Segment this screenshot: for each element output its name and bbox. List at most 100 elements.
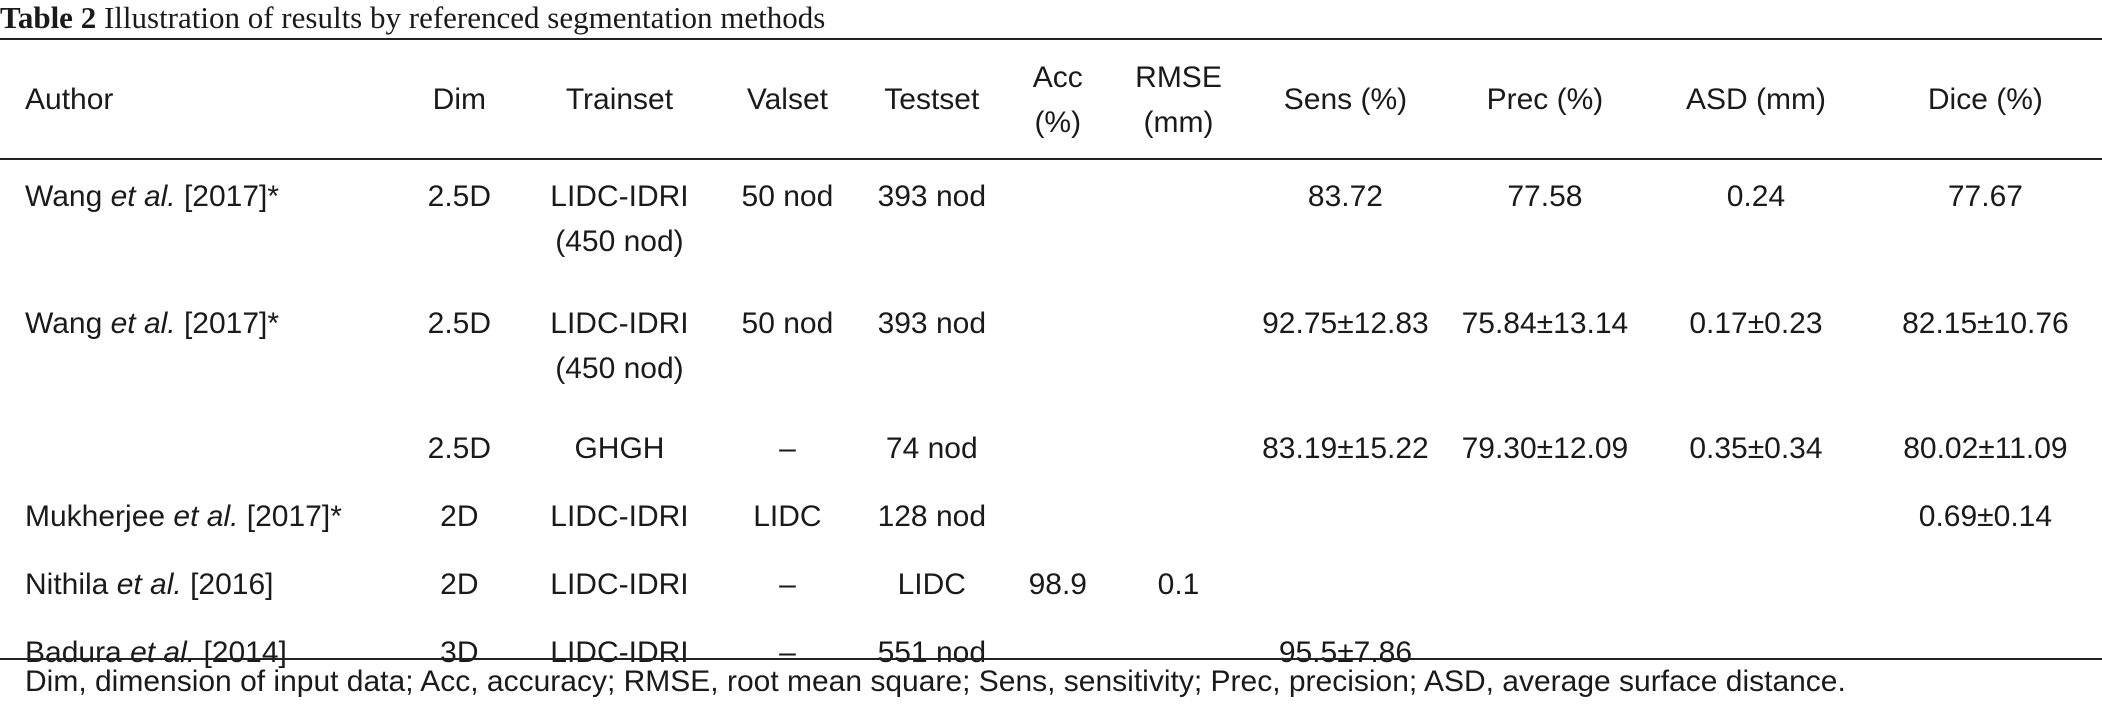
cell-dice: [1869, 552, 2102, 620]
table-caption-text: Illustration of results by referenced se…: [96, 0, 826, 35]
cell-dim: 2D: [440, 500, 479, 533]
header-author: Author: [25, 83, 114, 116]
author-etal: et al.: [110, 180, 176, 213]
cell-testset: 128 nod: [877, 500, 987, 533]
cell-testset: 551 nod: [877, 636, 987, 669]
cell-dim: 2D: [440, 568, 479, 601]
cell-dice: 82.15±10.76: [1902, 307, 2069, 340]
cell-acc: 98.9: [1028, 568, 1087, 601]
header-dim: Dim: [432, 83, 486, 116]
cell-valset: LIDC: [753, 500, 822, 533]
cell-prec: 77.58: [1507, 180, 1583, 213]
cell-prec: [1447, 484, 1643, 552]
cell-dim: 2.5D: [427, 432, 492, 465]
cell-testset: 393 nod: [877, 180, 987, 213]
cell-rmse: 0.1: [1157, 568, 1200, 601]
cell-dice: 0.69±0.14: [1918, 500, 2053, 533]
trainset-line1: LIDC-IDRI: [550, 180, 689, 213]
header-rmse: RMSE (mm): [1113, 41, 1244, 159]
cell-rmse: [1113, 159, 1244, 289]
header-asd: ASD (mm): [1685, 83, 1826, 116]
header-sens: Sens (%): [1283, 83, 1408, 116]
cell-testset: 393 nod: [877, 307, 987, 340]
cell-asd: 0.35±0.34: [1689, 432, 1823, 465]
cell-sens: [1244, 484, 1447, 552]
trainset-line1: LIDC-IDRI: [550, 307, 689, 340]
header-rmse-line2: (mm): [1143, 105, 1214, 139]
cell-sens: 83.72: [1307, 180, 1383, 213]
cell-valset: –: [779, 432, 796, 465]
author-year: [2016]: [181, 568, 274, 601]
header-row: Author Dim Trainset Valset Testset Acc (%…: [0, 41, 2102, 159]
cell-author: Wang et al. [2017]*: [0, 159, 394, 289]
cell-trainset: LIDC-IDRI: [550, 500, 689, 533]
cell-acc: [1003, 416, 1113, 484]
author-year: [2017]*: [175, 180, 280, 213]
cell-prec: 75.84±13.14: [1461, 307, 1629, 340]
cell-acc: [1003, 484, 1113, 552]
header-rmse-line1: RMSE: [1135, 60, 1222, 94]
cell-dice: [1869, 620, 2102, 688]
table-caption-label: Table 2: [0, 0, 97, 35]
cell-valset: 50 nod: [741, 307, 834, 340]
top-rule: [0, 38, 2102, 40]
table-row: Wang et al. [2017]* 2.5D LIDC-IDRI (450 n…: [0, 159, 2102, 289]
results-table: Author Dim Trainset Valset Testset Acc (%…: [0, 41, 2102, 688]
author-etal: et al.: [173, 500, 239, 533]
cell-dim: 2.5D: [427, 307, 492, 340]
header-valset: Valset: [746, 83, 828, 116]
cell-author: Wang et al. [2017]*: [0, 289, 394, 416]
cell-rmse: [1113, 289, 1244, 416]
cell-trainset: LIDC-IDRI (450 nod): [525, 159, 714, 289]
cell-testset: LIDC: [897, 568, 966, 601]
author-etal: et al.: [116, 568, 182, 601]
cell-sens: 83.19±15.22: [1262, 432, 1429, 465]
header-acc-line2: (%): [1034, 105, 1082, 139]
cell-rmse: [1113, 484, 1244, 552]
author-name: Wang: [25, 180, 111, 213]
header-acc-line1: Acc: [1032, 60, 1083, 94]
cell-prec: 79.30±12.09: [1461, 432, 1629, 465]
author-etal: et al.: [110, 307, 176, 340]
trainset-line2: (450 nod): [555, 225, 684, 258]
cell-author: Nithila et al. [2016]: [0, 552, 394, 620]
cell-trainset: LIDC-IDRI (450 nod): [525, 289, 714, 416]
cell-dice: 77.67: [1947, 180, 2023, 213]
table-row: Badura et al. [2014] 3D LIDC-IDRI – 551 …: [0, 620, 2102, 688]
cell-sens: [1244, 552, 1447, 620]
table-row: Wang et al. [2017]* 2.5D LIDC-IDRI (450 n…: [0, 289, 2102, 416]
header-dice: Dice (%): [1927, 83, 2043, 116]
author-etal: et al.: [130, 636, 196, 669]
bottom-rule: [0, 658, 2102, 660]
cell-testset: 74 nod: [885, 432, 978, 465]
cell-acc: [1003, 289, 1113, 416]
header-prec: Prec (%): [1486, 83, 1604, 116]
cell-asd: 0.24: [1726, 180, 1786, 213]
table-row: Mukherjee et al. [2017]* 2D LIDC-IDRI LI…: [0, 484, 2102, 552]
cell-valset: –: [779, 568, 796, 601]
cell-author: Mukherjee et al. [2017]*: [0, 484, 394, 552]
cell-rmse: [1113, 416, 1244, 484]
header-testset: Testset: [884, 83, 980, 116]
cell-asd: 0.17±0.23: [1689, 307, 1823, 340]
author-year: [2017]*: [238, 500, 342, 533]
author-name: Badura: [25, 636, 131, 669]
trainset-line2: (450 nod): [555, 352, 684, 385]
cell-dim: 3D: [440, 636, 479, 669]
author-name: Wang: [25, 307, 111, 340]
cell-sens: 95.5±7.86: [1278, 636, 1413, 669]
cell-author: Badura et al. [2014]: [0, 620, 394, 688]
header-acc: Acc (%): [1003, 41, 1113, 159]
cell-trainset: LIDC-IDRI: [550, 636, 689, 669]
table-row: Nithila et al. [2016] 2D LIDC-IDRI – LID…: [0, 552, 2102, 620]
author-name: Nithila: [25, 568, 117, 601]
cell-trainset: LIDC-IDRI: [550, 568, 689, 601]
table-row: 2.5D GHGH – 74 nod 83.19±15.22 79.30±12.…: [0, 416, 2102, 484]
cell-valset: –: [779, 636, 796, 669]
cell-dice: 80.02±11.09: [1903, 432, 2068, 465]
author-year: [2017]*: [175, 307, 280, 340]
cell-asd: [1643, 484, 1869, 552]
cell-dim: 2.5D: [427, 180, 492, 213]
cell-sens: 92.75±12.83: [1262, 307, 1429, 340]
header-trainset: Trainset: [565, 83, 674, 116]
